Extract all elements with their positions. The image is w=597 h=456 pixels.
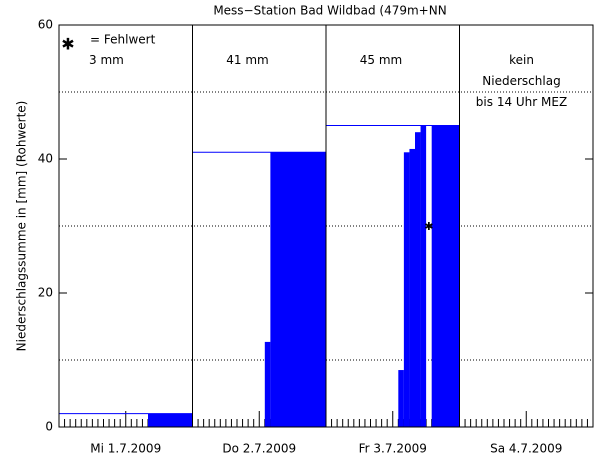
y-tick-label: 20 — [38, 286, 53, 300]
day-note: 3 mm — [89, 53, 124, 67]
bar — [398, 370, 404, 427]
day-note-line: 3 mm — [89, 53, 124, 67]
y-axis-label: Niederschlagssumme in [mm] (Rohwerte) — [15, 101, 29, 352]
day-note: 41 mm — [226, 53, 268, 67]
day-note: kein Niederschlag bis 14 Uhr MEZ — [476, 53, 567, 109]
x-tick-label: Fr 3.7.2009 — [359, 442, 427, 456]
bar — [431, 125, 460, 427]
y-tick-label: 60 — [38, 18, 53, 32]
day-note-line: 41 mm — [226, 53, 268, 67]
bar — [409, 148, 415, 427]
day-note-line: bis 14 Uhr MEZ — [476, 95, 567, 109]
x-tick-label: Mi 1.7.2009 — [90, 442, 161, 456]
missing-marker: ✱ — [424, 220, 433, 233]
plot-frame — [58, 24, 594, 428]
chart-title: Mess−Station Bad Wildbad (479m+NN — [213, 4, 446, 18]
legend-symbol: ✱ — [61, 35, 74, 54]
x-tick-label: Do 2.7.2009 — [222, 442, 296, 456]
bar — [415, 132, 421, 427]
x-tick-label: Sa 4.7.2009 — [490, 442, 562, 456]
day-note-line: kein — [509, 53, 534, 67]
day-note-line: Niederschlag — [482, 74, 560, 88]
bar — [148, 413, 193, 427]
bar — [403, 152, 410, 428]
day-note-line: 45 mm — [360, 53, 402, 67]
y-tick-label: 40 — [38, 152, 53, 166]
y-tick-label: 0 — [45, 420, 53, 434]
bar — [420, 125, 427, 427]
day-note: 45 mm — [360, 53, 402, 67]
bar — [270, 152, 326, 428]
legend-text: = Fehlwert — [90, 33, 156, 47]
bar — [264, 341, 271, 427]
